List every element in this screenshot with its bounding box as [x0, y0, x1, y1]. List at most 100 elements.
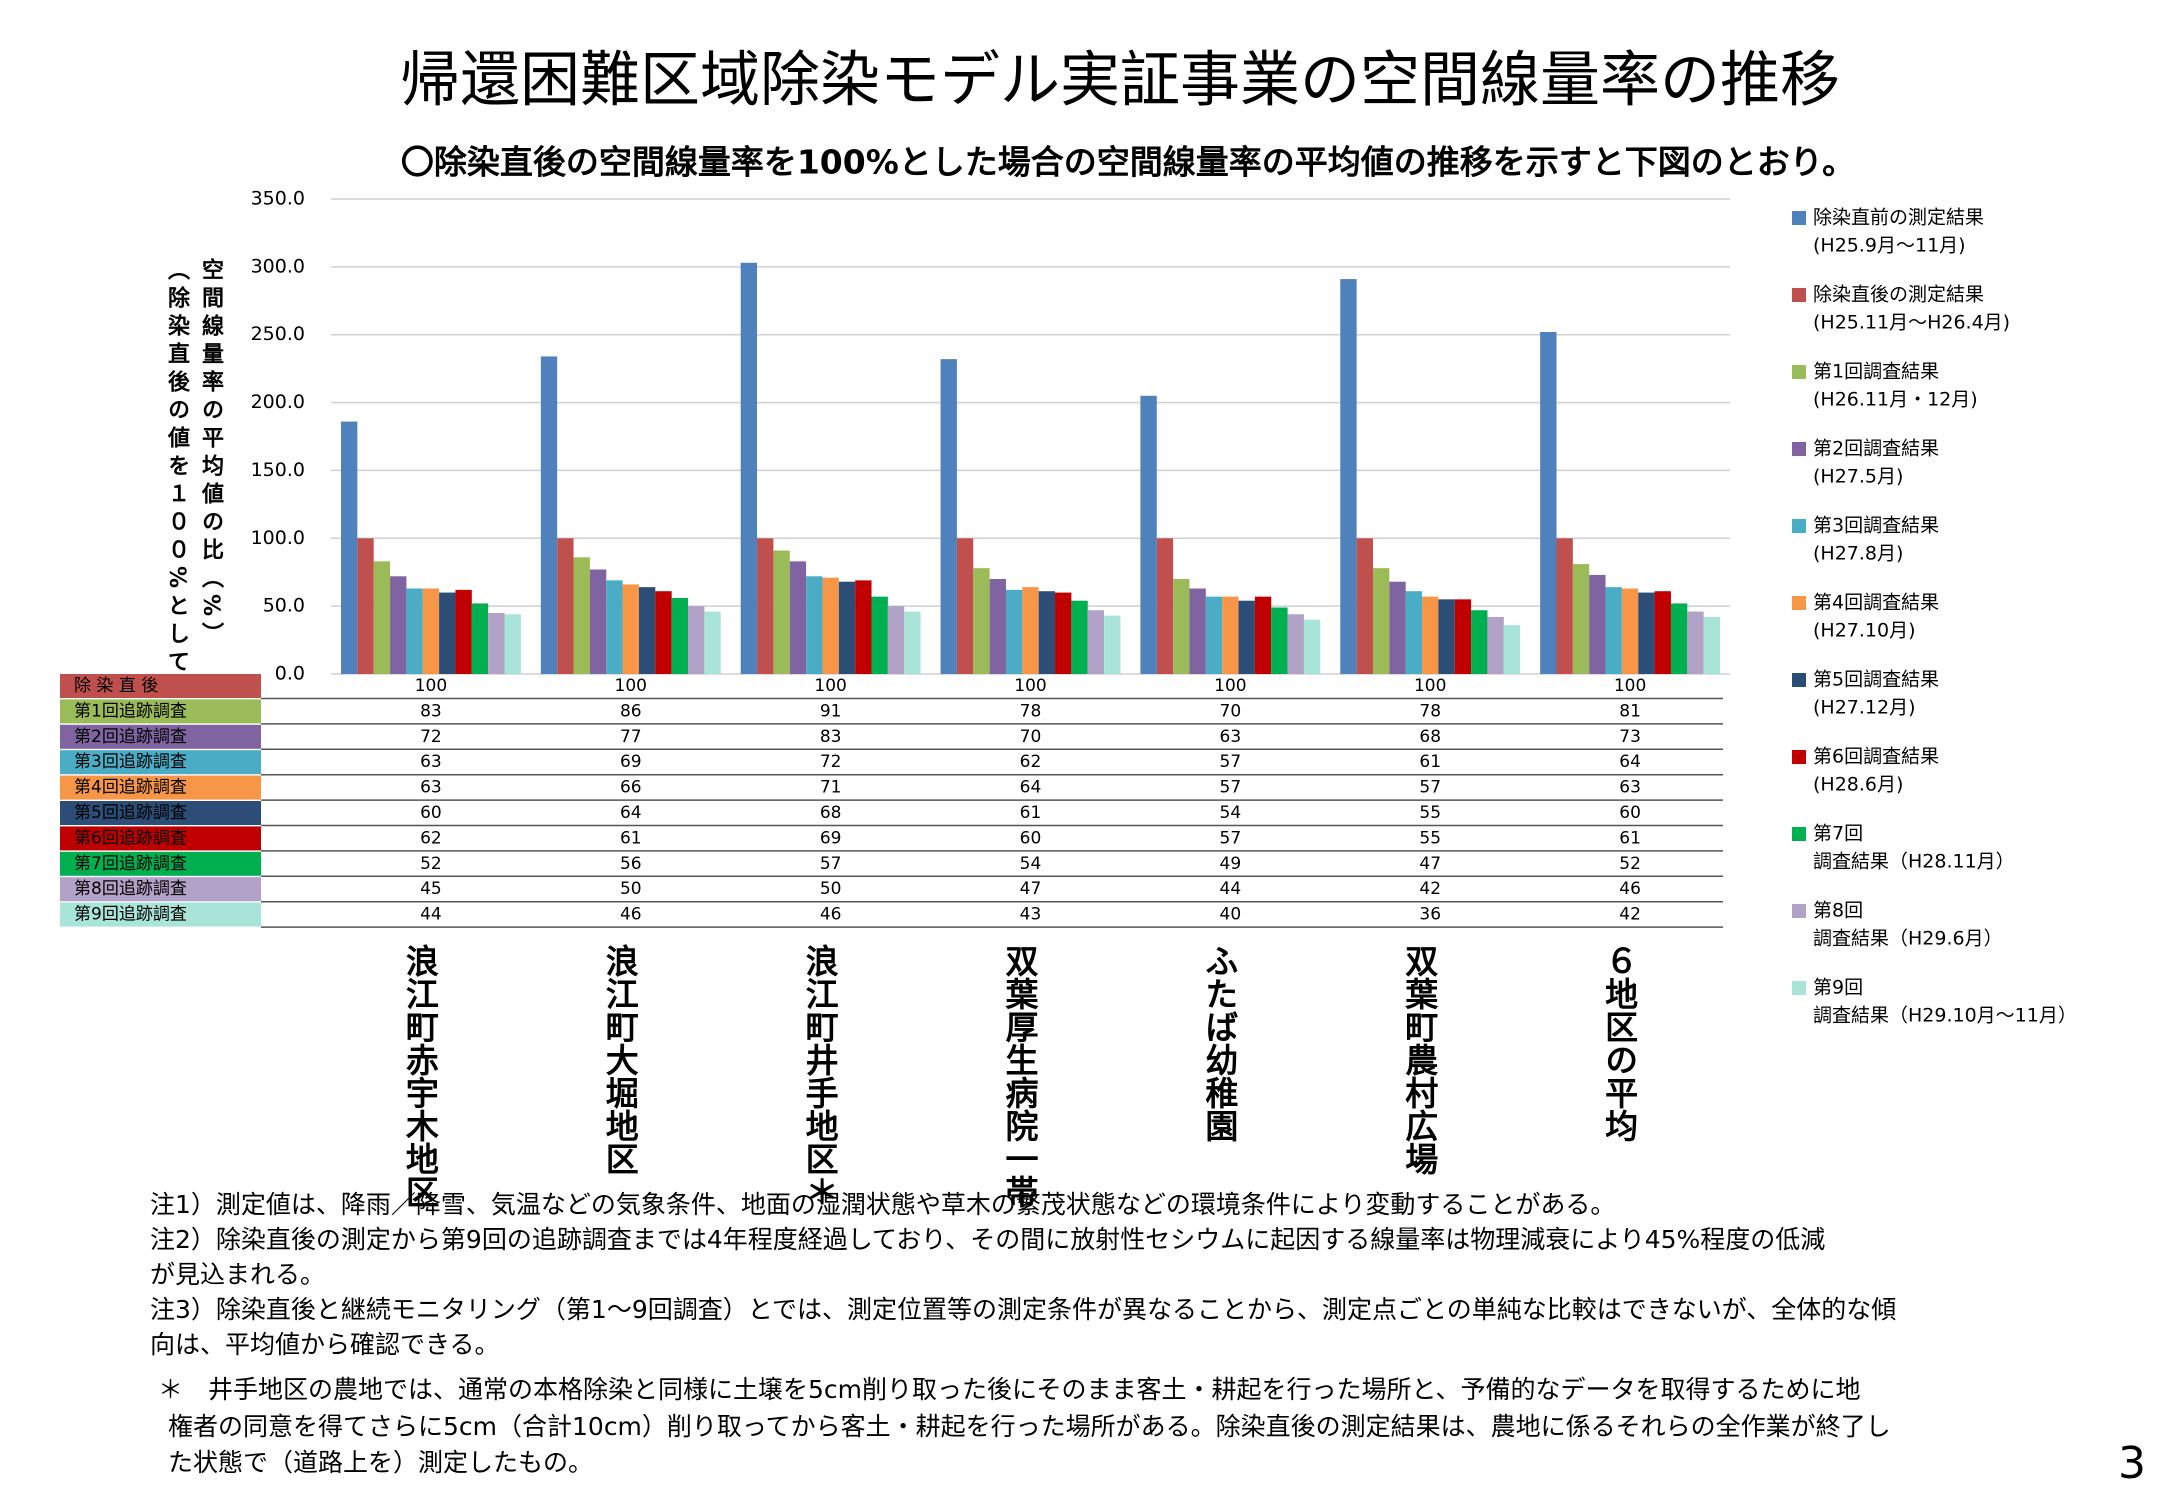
bar: [989, 579, 1006, 674]
table-cell: 47: [1419, 854, 1441, 874]
table-cell: 63: [1619, 778, 1641, 798]
bar: [1271, 607, 1288, 674]
table-row-label: 第7回追跡調査: [74, 854, 187, 874]
bar: [1638, 592, 1655, 674]
table-row-label: 第1回追跡調査: [74, 701, 187, 721]
bar: [1422, 596, 1439, 674]
bar: [1340, 279, 1357, 674]
bar: [406, 588, 423, 674]
bar: [904, 611, 921, 674]
table-cell: 78: [1419, 701, 1441, 721]
x-tick-label: 浪江町赤宇木地区: [400, 944, 440, 1208]
legend-swatch: [1792, 827, 1806, 841]
bar: [773, 550, 790, 674]
table-cell: 63: [420, 778, 442, 798]
table-cell: 43: [1020, 905, 1042, 925]
legend-label: 第2回調査結果: [1813, 438, 1939, 460]
bar: [1022, 587, 1039, 674]
table-cell: 49: [1220, 854, 1242, 874]
table-cell: 100: [1614, 676, 1646, 696]
bar: [1556, 538, 1573, 674]
table-cell: 60: [420, 803, 442, 823]
bar: [357, 538, 374, 674]
legend-label: 第8回: [1813, 900, 1863, 922]
bar: [871, 596, 888, 674]
table-cell: 68: [820, 803, 842, 823]
table-row-label-bg: [60, 750, 261, 775]
legend-swatch: [1792, 981, 1806, 995]
table-cell: 62: [1020, 752, 1042, 772]
bar: [422, 588, 440, 674]
table-cell: 56: [620, 854, 642, 874]
table-cell: 83: [820, 727, 842, 747]
bar: [606, 580, 623, 674]
legend-swatch: [1792, 596, 1806, 610]
table-cell: 64: [1020, 778, 1042, 798]
table-cell: 54: [1220, 803, 1242, 823]
table-cell: 36: [1419, 905, 1441, 925]
legend-label: 第6回調査結果: [1813, 746, 1939, 768]
bar: [1140, 395, 1157, 674]
table-cell: 61: [1419, 752, 1441, 772]
table-cell: 100: [1014, 676, 1046, 696]
y-tick-label: 300.0: [251, 255, 305, 277]
y-axis-title: （除染直後の値を１００%として）: [164, 258, 191, 706]
table-row-label-bg: [60, 851, 261, 876]
table-cell: 40: [1220, 905, 1242, 925]
table-cell: 54: [1020, 854, 1042, 874]
bar: [822, 577, 839, 674]
y-tick-label: 150.0: [251, 459, 305, 481]
table-cell: 70: [1220, 701, 1242, 721]
table-cell: 52: [1619, 854, 1641, 874]
bar: [1654, 591, 1671, 674]
bar: [1356, 538, 1373, 674]
table-cell: 60: [1619, 803, 1641, 823]
legend-sub: (H27.10月): [1813, 620, 1916, 642]
y-tick-label: 250.0: [251, 323, 305, 345]
bar: [1605, 587, 1622, 674]
table-cell: 42: [1619, 905, 1641, 925]
bar: [340, 421, 358, 674]
legend-sub: 調査結果（H29.6月）: [1813, 928, 2003, 950]
table-row-label-bg: [60, 674, 261, 698]
bar: [504, 614, 521, 674]
legend-swatch: [1792, 673, 1806, 687]
y-tick-label: 50.0: [263, 595, 305, 617]
y-axis-title: 空間線量率の平均値の比（%）: [198, 257, 225, 650]
bar: [1540, 332, 1557, 674]
table-cell: 57: [820, 854, 842, 874]
table-cell: 44: [420, 905, 442, 925]
table-cell: 57: [1220, 778, 1242, 798]
table-cell: 47: [1020, 879, 1042, 899]
legend-sub: (H28.6月): [1813, 774, 1903, 796]
bar: [1487, 617, 1504, 674]
bar: [638, 587, 656, 674]
bar: [455, 589, 472, 674]
legend-swatch: [1792, 365, 1806, 379]
bar: [940, 359, 957, 674]
bar: [573, 557, 590, 674]
y-tick-label: 350.0: [251, 188, 305, 210]
y-tick-label: 0.0: [275, 663, 305, 685]
bar: [1038, 591, 1056, 674]
table-cell: 64: [620, 803, 642, 823]
y-tick-label: 200.0: [251, 391, 305, 413]
bar: [1104, 615, 1121, 674]
subtitle: 〇除染直後の空間線量率を100%とした場合の空間線量率の平均値の推移を示すと下図…: [401, 143, 1855, 182]
note: 注2）除染直後の測定から第9回の追跡調査までは4年程度経過しており、その間に放射…: [150, 1225, 1825, 1254]
table-cell: 57: [1220, 828, 1242, 848]
title: 帰還困難区域除染モデル実証事業の空間線量率の推移: [400, 46, 1840, 116]
table-cell: 91: [820, 701, 842, 721]
table-row-label-bg: [60, 775, 261, 800]
bar: [655, 591, 672, 674]
table-cell: 100: [1214, 676, 1246, 696]
table-cell: 57: [1220, 752, 1242, 772]
x-tick-label: ふたば幼稚園: [1200, 944, 1239, 1142]
table-cell: 86: [620, 701, 642, 721]
table-cell: 45: [420, 879, 442, 899]
bar: [557, 538, 574, 674]
table-cell: 61: [1020, 803, 1042, 823]
bar: [1438, 599, 1455, 674]
x-tick-label: 双葉町農村広場: [1400, 944, 1440, 1176]
